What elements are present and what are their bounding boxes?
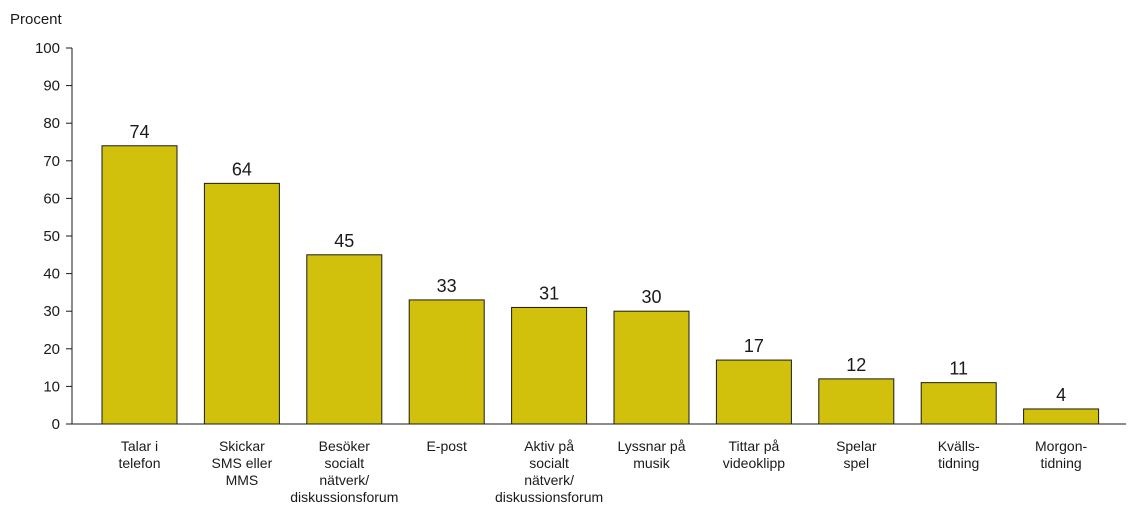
x-tick-label: Lyssnar på musik [618,438,686,471]
x-tick-label-line: SMS eller [212,455,273,471]
y-tick-label: 10 [43,378,60,395]
bar [1023,408,1100,425]
x-tick-label-line: Spelar [836,438,877,454]
bar [715,359,792,425]
data-label: 4 [1056,385,1066,405]
bar [408,299,485,425]
y-tick-label: 30 [43,303,60,320]
x-tick-label-line: nätverk/ [319,472,369,488]
y-tick-label: 40 [43,266,60,283]
y-tick-label: 90 [43,78,60,95]
x-tick-label-line: Aktiv på [524,438,574,454]
x-tick-label-line: Besöker [319,438,371,454]
x-tick-label-line: socialt [324,455,364,471]
data-label: 12 [846,355,866,375]
x-tick-label: E-post [426,438,467,454]
data-label: 11 [949,359,968,379]
x-tick-label: Tittar på videoklipp [723,438,785,471]
y-axis-unit-label: Procent [10,11,63,28]
data-label: 64 [232,159,252,179]
x-tick-label-line: tidning [938,455,979,471]
x-tick-label-line: Morgon- [1035,438,1087,454]
data-label: 33 [437,276,457,296]
x-tick-label-line: diskussionsforum [290,489,398,505]
data-label: 45 [334,231,354,251]
x-tick-label-line: musik [633,455,671,471]
x-tick-label-line: MMS [226,472,259,488]
x-tick-label: Talar i telefon [118,438,160,471]
x-tick-label: Aktiv på socialt nätverk/diskussionsforum [495,438,603,505]
x-tick-label: Skickar SMS eller MMS [212,438,273,488]
x-tick-label: Kvälls-tidning [938,438,980,471]
bar [613,310,690,425]
x-tick-label: Morgon-tidning [1035,438,1087,471]
x-tick-label-line: videoklipp [723,455,785,471]
y-tick-label: 0 [52,416,60,433]
y-tick-label: 50 [43,228,60,245]
x-tick-label-line: socialt [529,455,569,471]
data-label: 74 [129,122,149,142]
x-tick-label: Besöker socialt nätverk/diskussionsforum [290,438,398,505]
y-tick-label: 70 [43,153,60,170]
bar [511,306,588,425]
bars [101,145,1100,425]
bar [101,145,178,425]
data-label: 31 [539,283,559,303]
x-tick-label-line: Lyssnar på [618,438,686,454]
x-tick-label-line: nätverk/ [524,472,574,488]
data-label: 30 [641,287,661,307]
x-tick-label: Spelar spel [836,438,877,471]
x-tick-label-line: telefon [118,455,160,471]
x-tick-label-line: Tittar på [728,438,779,454]
bar [203,182,280,425]
y-axis: 0 10 20 30 40 50 60 70 80 90 100 [35,40,73,433]
x-tick-label-line: diskussionsforum [495,489,603,505]
bar [920,382,997,425]
x-tick-label-line: spel [843,455,869,471]
value-labels: 74 64 45 33 31 30 17 12 11 4 [129,122,1066,405]
x-tick-label-line: E-post [426,438,467,454]
x-tick-label-line: tidning [1040,455,1081,471]
bar [306,254,383,425]
y-tick-label: 60 [43,190,60,207]
bar [818,378,895,425]
data-label: 17 [744,336,764,356]
x-tick-label-line: Skickar [219,438,265,454]
x-tick-label-line: Kvälls- [938,438,980,454]
x-tick-label-line: Talar i [121,438,158,454]
category-labels: Talar i telefon Skickar SMS eller MMS Besöker… [118,438,1087,505]
y-tick-label: 100 [35,40,60,57]
y-tick-label: 80 [43,115,60,132]
y-tick-label: 20 [43,341,60,358]
